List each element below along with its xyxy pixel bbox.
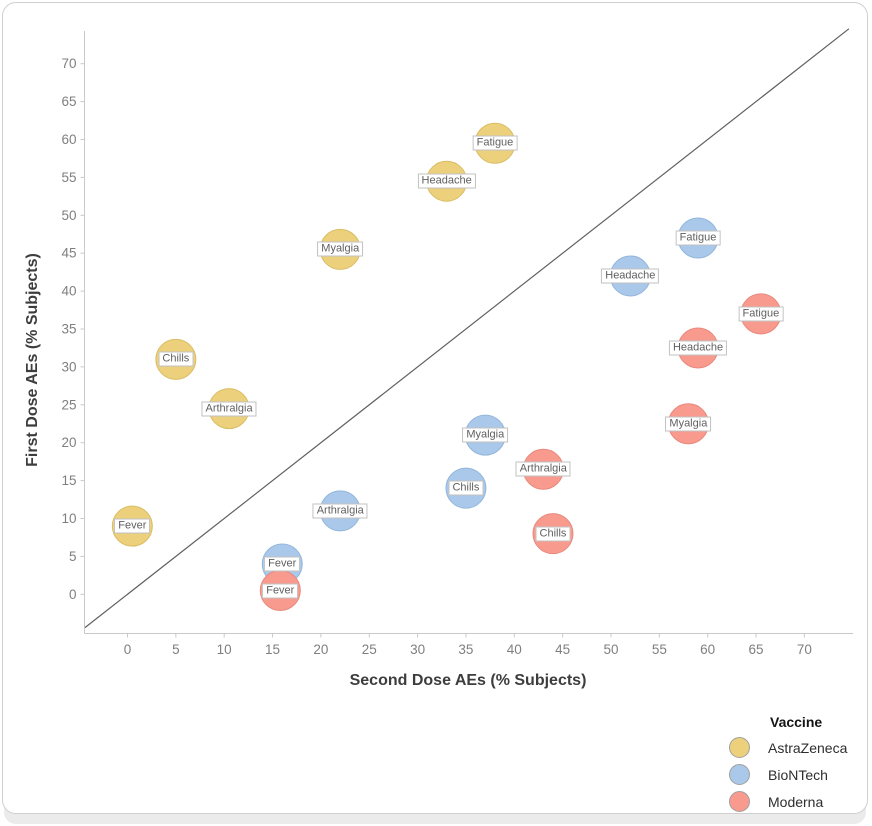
x-tick-label: 65 <box>749 642 764 657</box>
x-tick-label: 35 <box>458 642 473 657</box>
y-tick-label: 10 <box>61 511 76 526</box>
y-tick-label: 25 <box>61 397 76 412</box>
x-tick-label: 15 <box>265 642 280 657</box>
y-tick-label: 40 <box>61 284 76 299</box>
legend-swatch-astrazeneca <box>729 737 750 758</box>
y-axis-title: First Dose AEs (% Subjects) <box>24 253 41 467</box>
plot-canvas: 0 5 10 15 20 25 30 35 40 45 50 55 60 65 70 0 5 10 15 20 25 30… <box>61 28 853 657</box>
y-tick-label: 60 <box>61 132 76 147</box>
y-tick-label: 15 <box>61 473 76 488</box>
legend-item-biontech: BioNTech <box>729 761 847 788</box>
chart-card: 0 5 10 15 20 25 30 35 40 45 50 55 60 65 70 0 5 10 15 20 25 30… <box>2 2 868 814</box>
data-point-circle-astrazeneca-chills <box>155 338 197 380</box>
y-tick-label: 5 <box>69 549 77 564</box>
data-point-circle-moderna-fever <box>259 570 301 612</box>
data-point-circle-biontech-arthralgia <box>319 490 361 532</box>
legend-swatch-moderna <box>729 791 750 812</box>
data-point-circle-biontech-fatigue <box>677 217 719 259</box>
x-tick-label: 5 <box>172 642 180 657</box>
legend-swatch-biontech <box>729 764 750 785</box>
x-tick-label: 50 <box>603 642 618 657</box>
x-tick-label: 45 <box>555 642 570 657</box>
x-tick-label: 25 <box>362 642 377 657</box>
y-tick-label: 0 <box>69 587 77 602</box>
legend-item-astrazeneca: AstraZeneca <box>729 734 847 761</box>
y-tick-label: 70 <box>61 56 76 71</box>
x-tick-label: 55 <box>652 642 667 657</box>
legend-item-moderna: Moderna <box>729 788 847 815</box>
data-point-circle-biontech-myalgia <box>464 414 506 456</box>
legend-item-label: Moderna <box>768 793 824 810</box>
y-tick-label: 35 <box>61 322 76 337</box>
data-point-circle-moderna-headache <box>677 327 719 369</box>
x-tick-label: 30 <box>410 642 425 657</box>
identity-line <box>84 28 850 629</box>
data-point-circle-moderna-fatigue <box>740 293 782 335</box>
data-point-circle-astrazeneca-arthralgia <box>208 388 250 430</box>
x-tick-label: 70 <box>797 642 812 657</box>
data-point-circle-astrazeneca-myalgia <box>319 228 361 270</box>
scatter-plot: 0 5 10 15 20 25 30 35 40 45 50 55 60 65 70 0 5 10 15 20 25 30… <box>3 3 869 815</box>
legend: Vaccine AstraZeneca BioNTech Moderna <box>729 714 847 815</box>
legend-items: AstraZeneca BioNTech Moderna <box>729 734 847 815</box>
x-tick-label: 10 <box>217 642 232 657</box>
data-point-circle-astrazeneca-fever <box>111 505 153 547</box>
x-tick-label: 0 <box>124 642 132 657</box>
y-tick-label: 30 <box>61 359 76 374</box>
x-axis-title: Second Dose AEs (% Subjects) <box>349 672 587 689</box>
data-point-circle-moderna-arthralgia <box>522 448 564 490</box>
data-point-circle-biontech-chills <box>445 467 487 509</box>
data-point-circle-astrazeneca-fatigue <box>474 122 516 164</box>
data-point-circle-biontech-headache <box>609 255 651 297</box>
y-tick-label: 55 <box>61 170 76 185</box>
legend-item-label: BioNTech <box>768 766 828 783</box>
x-tick-label: 60 <box>700 642 715 657</box>
legend-item-label: AstraZeneca <box>768 739 848 756</box>
y-tick-label: 50 <box>61 208 76 223</box>
data-point-circle-astrazeneca-headache <box>426 160 468 202</box>
x-tick-label: 40 <box>507 642 522 657</box>
x-tick-label: 20 <box>313 642 328 657</box>
y-tick-label: 20 <box>61 435 76 450</box>
data-point-circle-moderna-chills <box>532 513 574 555</box>
y-tick-label: 65 <box>61 94 76 109</box>
legend-title: Vaccine <box>770 714 823 730</box>
data-point-circle-moderna-myalgia <box>667 403 709 445</box>
y-tick-label: 45 <box>61 246 76 261</box>
